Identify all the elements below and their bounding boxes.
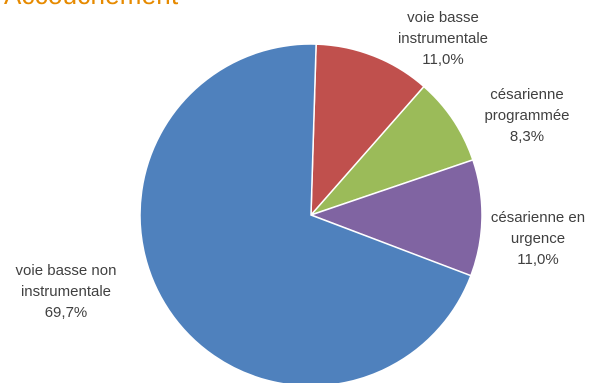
data-label-category: urgence xyxy=(511,230,565,247)
data-label-value: 69,7% xyxy=(45,304,88,321)
chart-title: Accouchement xyxy=(4,0,178,8)
data-label-category: césarienne xyxy=(490,86,563,103)
data-label-value: 11,0% xyxy=(422,51,463,68)
data-label-category: instrumentale xyxy=(398,30,488,47)
data-label-cesarienne-programmee: césarienne programmée 8,3% xyxy=(484,86,569,145)
data-label-category: césarienne en xyxy=(491,209,585,226)
data-label-cesarienne-urgence: césarienne en urgence 11,0% xyxy=(491,209,585,268)
data-label-voie-basse-non-instrumentale: voie basse non instrumentale 69,7% xyxy=(16,262,117,321)
data-label-category: voie basse xyxy=(407,9,479,26)
data-label-value: 11,0% xyxy=(517,251,558,268)
pie-slice-cesarienne-programmee xyxy=(308,85,474,217)
data-label-category: voie basse non xyxy=(16,262,117,279)
pie-slice-cesarienne-urgence xyxy=(308,158,483,277)
data-label-category: instrumentale xyxy=(21,283,111,300)
data-label-voie-basse-instrumentale: voie basse instrumentale 11,0% xyxy=(398,9,488,68)
data-label-value: 8,3% xyxy=(510,128,544,145)
data-label-category: programmée xyxy=(484,107,569,124)
pie-slice-voie-basse-instrumentale xyxy=(310,43,425,218)
pie-slice-voie-basse-non-instrumentale xyxy=(139,43,472,387)
